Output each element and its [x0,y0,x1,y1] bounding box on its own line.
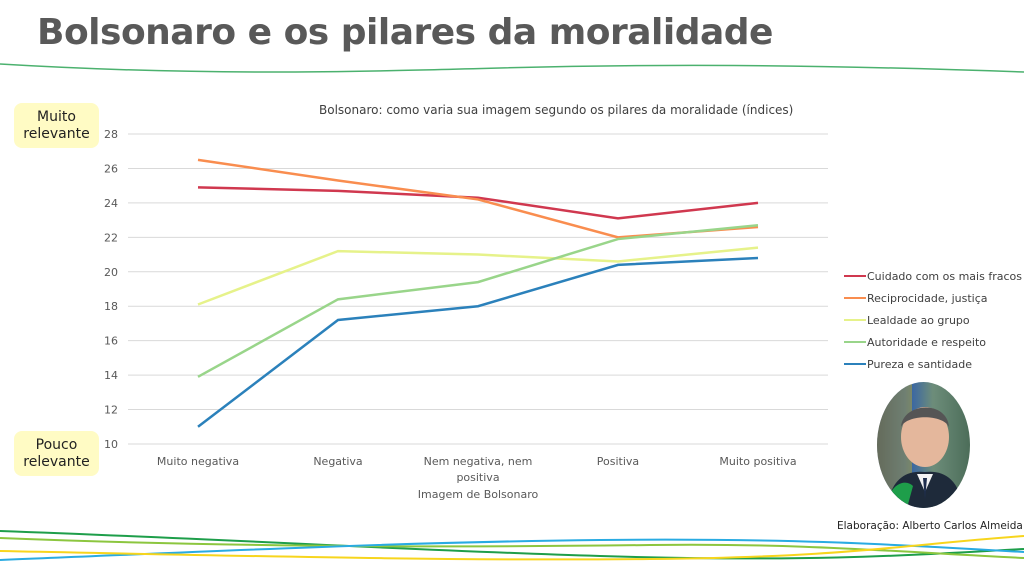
y-tick-label: 24 [104,197,118,210]
legend-item: Cuidado com os mais fracos [844,265,1022,287]
y-tick-label: 18 [104,300,118,313]
series-line-reciprocidade-justica [197,158,759,239]
x-category-label: positiva [456,471,499,484]
chart-title: Bolsonaro: como varia sua imagem segundo… [319,103,794,117]
x-category-label: Positiva [597,455,639,468]
slide-title: Bolsonaro e os pilares da moralidade [37,12,773,53]
legend-item: Pureza e santidade [844,353,1022,375]
x-category-label: Nem negativa, nem [424,455,533,468]
legend-swatch [844,362,866,366]
top-relevance-label: Muito relevante [14,103,99,148]
series-lines [197,158,759,428]
bottom-label-line-1: Pouco [35,436,78,453]
x-category-label: Negativa [313,455,362,468]
x-category-label: Muito positiva [719,455,796,468]
x-category-label: Muito negativa [157,455,239,468]
bottom-label-line-2: relevante [23,453,90,470]
legend-item: Autoridade e respeito [844,331,1022,353]
y-tick-label: 28 [104,128,118,141]
y-axis-ticks: 10 12 14 16 18 20 22 24 26 28 [104,128,118,451]
y-tick-label: 14 [104,369,118,382]
legend-swatch [844,296,866,300]
legend-item: Lealdade ao grupo [844,309,1022,331]
bottom-relevance-label: Pouco relevante [14,431,99,476]
series-line-lealdade-ao-grupo [197,246,759,306]
legend-label: Autoridade e respeito [867,335,986,349]
portrait-illustration [877,382,963,508]
y-tick-label: 12 [104,404,118,417]
legend-label: Pureza e santidade [867,357,973,371]
top-label-line-1: Muito [37,108,76,125]
y-tick-label: 16 [104,335,118,348]
legend-swatch [844,340,866,344]
y-tick-label: 22 [104,231,118,244]
legend-label: Lealdade ao grupo [867,313,970,327]
legend-label: Cuidado com os mais fracos [867,269,1022,283]
series-line-cuidado-com-os-mais-fracos [197,186,759,220]
portrait-photo [877,382,970,508]
x-axis-categories: Muito negativa Negativa Nem negativa, nem p… [157,455,797,484]
legend-label: Reciprocidade, justiça [867,291,988,305]
series-line-autoridade-e-respeito [197,224,759,378]
y-tick-label: 10 [104,438,118,451]
credit-text: Elaboração: Alberto Carlos Almeida [837,520,1023,532]
legend-item: Reciprocidade, justiça [844,287,1022,309]
legend-swatch [844,274,866,278]
chart-legend: Cuidado com os mais fracos Reciprocidade,… [844,265,1022,375]
legend-swatch [844,318,866,322]
series-line-pureza-e-santidade [197,256,759,428]
y-tick-label: 20 [104,266,118,279]
grid-lines [128,133,828,445]
x-axis-label: Imagem de Bolsonaro [418,488,539,501]
top-label-line-2: relevante [23,125,90,142]
y-tick-label: 26 [104,162,118,175]
